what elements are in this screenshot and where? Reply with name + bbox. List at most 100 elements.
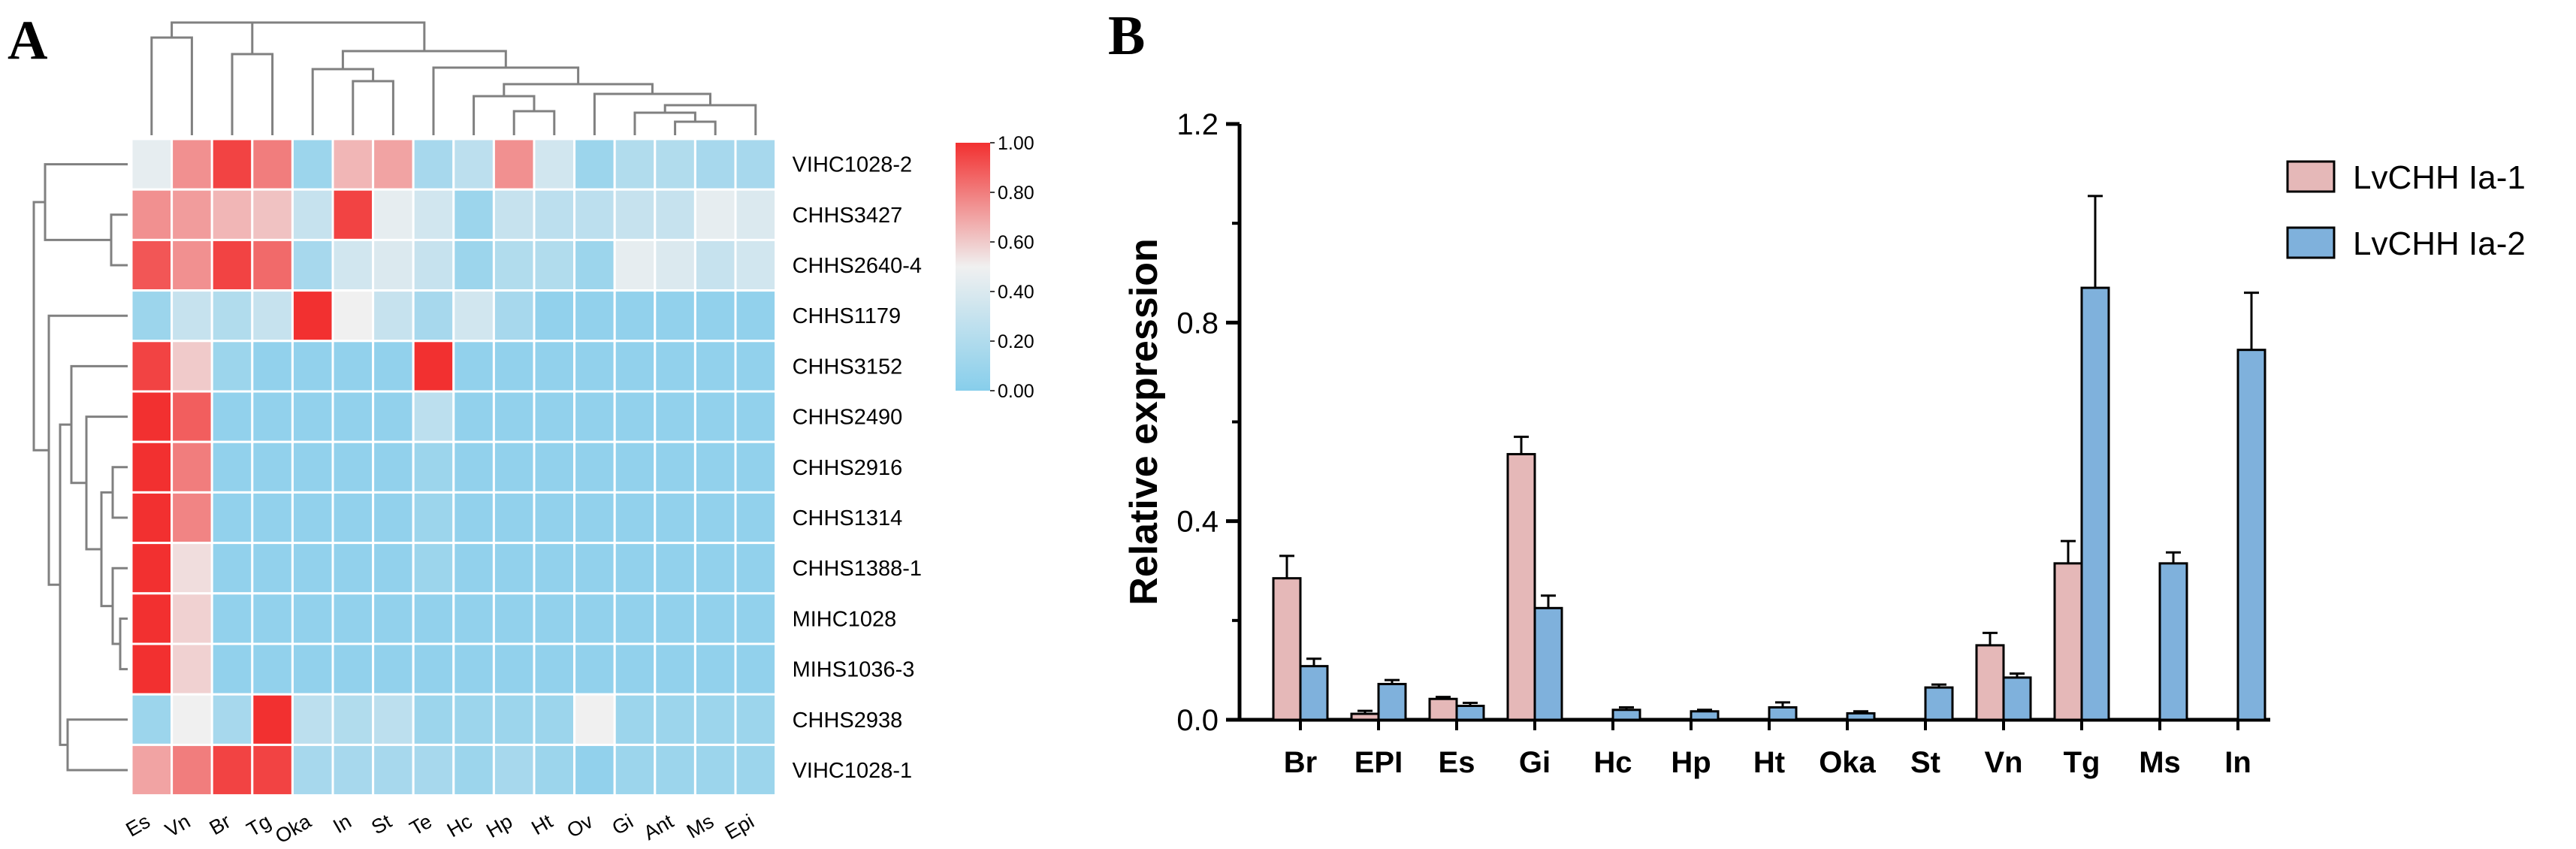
heatmap-cell [331,340,375,393]
bar-lvchh-ia-1 [1506,452,1536,721]
bar-lvchh-ia-1 [1272,577,1302,721]
heatmap-cell [412,491,455,545]
heatmap-cell [693,137,737,191]
heatmap-cell [573,137,616,191]
heatmap-cell [412,642,455,696]
heatmap-cell [654,592,696,645]
heatmap-row-label: CHHS2640-4 [793,254,922,278]
heatmap-cell [452,238,495,292]
heatmap-column-label: Ov [563,810,597,842]
heatmap-cell [130,542,174,595]
heatmap-cell [654,743,696,797]
heatmap-cell [291,289,334,343]
heatmap-row-label: CHHS1388-1 [793,557,922,581]
heatmap-cell [734,137,778,191]
heatmap-cell [573,188,616,241]
heatmap-cell [210,340,254,393]
heatmap-cell [291,340,334,393]
heatmap-cell [573,340,616,393]
heatmap-cell [372,592,415,645]
colorbar-tick-label: 0.80 [998,183,1034,204]
heatmap-cell [412,188,455,241]
heatmap-cell [654,440,696,494]
heatmap-cell [331,693,375,746]
heatmap-cell [412,542,455,595]
heatmap-cell [492,693,536,746]
heatmap-cell [573,542,616,595]
heatmap-cell [331,188,375,241]
bar-chart-panel: 0.0 0.4 0.8 1.2 Relative expression Br EPI Es Gi… [1122,108,2526,779]
heatmap-column-label: Hp [482,810,516,842]
x-category-label: Es [1439,746,1475,779]
heatmap-cell [492,390,536,443]
heatmap-cell [372,340,415,393]
legend-label: LvCHH Ia-1 [2353,159,2526,196]
heatmap-cell [573,743,616,797]
heatmap-cell [533,340,576,393]
heatmap-cell [171,340,213,393]
heatmap-cell [130,693,174,746]
bar-lvchh-ia-2 [1455,704,1485,721]
heatmap-cell [291,642,334,696]
heatmap-cell [613,238,657,292]
heatmap-cell [654,390,696,443]
heatmap-cell [492,491,536,545]
heatmap-cell [693,289,737,343]
heatmap-cell [171,137,213,191]
heatmap-cell [372,542,415,595]
dendrogram-branch [150,36,193,135]
heatmap-column-label: In [329,810,355,838]
heatmap-cell [331,390,375,443]
heatmap-cell [412,340,455,393]
heatmap-row-label: VIHC1028-1 [793,759,913,783]
heatmap-cell [372,693,415,746]
y-tick-label: 1.2 [1176,108,1219,141]
heatmap-cell [533,743,576,797]
heatmap-cell [210,289,254,343]
heatmap-cell [693,188,737,241]
heatmap-cell [130,440,174,494]
heatmap-cell [533,188,576,241]
heatmap-cell [372,642,415,696]
heatmap-column-label: Ant [639,810,678,844]
heatmap-cell [291,440,334,494]
heatmap-cell [693,440,737,494]
heatmap-cell [291,743,334,797]
heatmap-cell [251,137,294,191]
heatmap-row-label: MIHC1028 [793,607,897,631]
heatmap-cell [331,542,375,595]
heatmap-cell [251,188,294,241]
heatmap-cell [251,340,294,393]
heatmap-cell [130,642,174,696]
dendrogram-branch [110,213,128,267]
dendrogram-branch [231,53,274,135]
heatmap-cell [171,592,213,645]
x-category-label: Vn [1984,746,2022,779]
heatmap-cell [734,642,778,696]
heatmap-cell [693,238,737,292]
y-tick-label: 0.8 [1176,307,1219,340]
heatmap-column-label: Oka [271,809,316,847]
heatmap-cell [372,743,415,797]
heatmap-cell [573,289,616,343]
heatmap-cell [492,542,536,595]
heatmap-column-label: Tg [243,810,274,841]
bar-lvchh-ia-2 [2236,349,2266,721]
heatmap-row-label: CHHS3427 [793,204,903,228]
heatmap-cell [251,693,294,746]
dendrogram-branch [512,110,556,135]
legend-label: LvCHH Ia-2 [2353,225,2526,262]
x-category-label: Ht [1753,746,1785,779]
heatmap-column-label: Gi [609,810,637,839]
heatmap-cell [210,390,254,443]
dendrogram-branch [633,111,696,135]
heatmap-cell [492,340,536,393]
heatmap-cell [372,440,415,494]
heatmap-cell [452,491,495,545]
heatmap-cell [613,642,657,696]
heatmap-cell [452,289,495,343]
heatmap-cell [251,390,294,443]
heatmap-cell [654,238,696,292]
heatmap-cell [210,137,254,191]
heatmap-cell [130,137,174,191]
